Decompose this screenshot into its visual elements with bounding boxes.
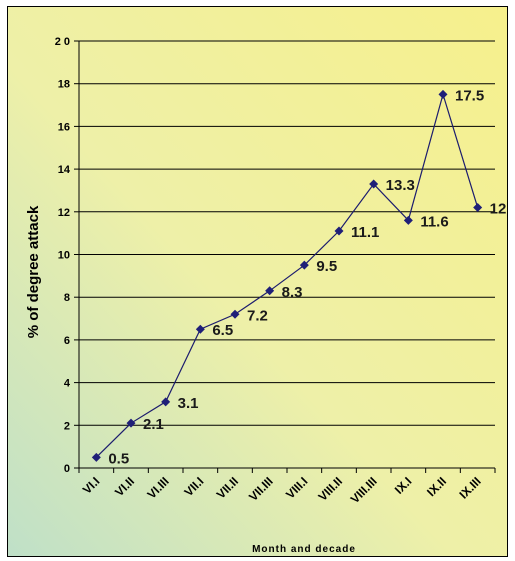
y-axis-ticks: 0 2 4 6 8 10 12 14 16 18 2 0 [55,36,79,475]
y-tick-label: 14 [58,164,71,176]
y-tick-label: 4 [64,378,71,390]
y-tick-label: 16 [58,121,70,133]
data-labels: 0.5 2.1 3.1 6.5 7.2 8.3 9.5 11.1 13.3 11.6 17.5 12.… [108,87,507,467]
x-axis-title: Month and decade [252,544,356,555]
y-tick-label: 2 0 [55,36,70,48]
data-point-marker [334,226,344,236]
data-label: 8.3 [282,284,303,301]
data-point-marker [126,418,136,428]
data-label: 13.3 [386,177,415,194]
y-tick-label: 0 [64,463,70,475]
series-line [95,92,479,458]
data-label: 11.1 [351,224,379,241]
data-point-marker [91,452,101,462]
gridlines [79,40,495,469]
data-label: 7.2 [247,307,268,324]
data-point-marker [195,324,205,334]
y-tick-label: 10 [58,250,70,262]
data-label: 0.5 [108,450,129,467]
data-point-marker [230,309,240,319]
data-label: 9.5 [316,258,337,275]
chart-frame: 0 2 4 6 8 10 12 14 16 18 2 0 VI.I VI.II VI.III VII.I V… [7,6,508,557]
y-axis-title: % of degree attack [25,205,42,338]
data-label: 3.1 [178,395,199,412]
data-label: 2.1 [143,416,164,433]
chart-background [8,7,507,556]
series-line-path [95,92,479,458]
y-tick-label: 12 [58,207,70,219]
y-tick-label: 6 [64,335,70,347]
data-label: 17.5 [455,87,484,104]
data-label: 6.5 [212,322,233,339]
data-label: 11.6 [420,213,448,230]
y-tick-label: 18 [58,79,70,91]
data-point-marker [299,260,309,270]
data-point-marker [265,286,275,296]
y-tick-label: 2 [64,420,70,432]
y-tick-label: 8 [64,292,70,304]
data-point-marker [473,203,483,213]
data-point-marker [438,89,448,99]
data-point-marker [403,215,413,225]
data-label: 12.2 [490,201,507,218]
data-point-marker [369,179,379,189]
data-point-marker [161,397,171,407]
series-markers [91,89,483,462]
